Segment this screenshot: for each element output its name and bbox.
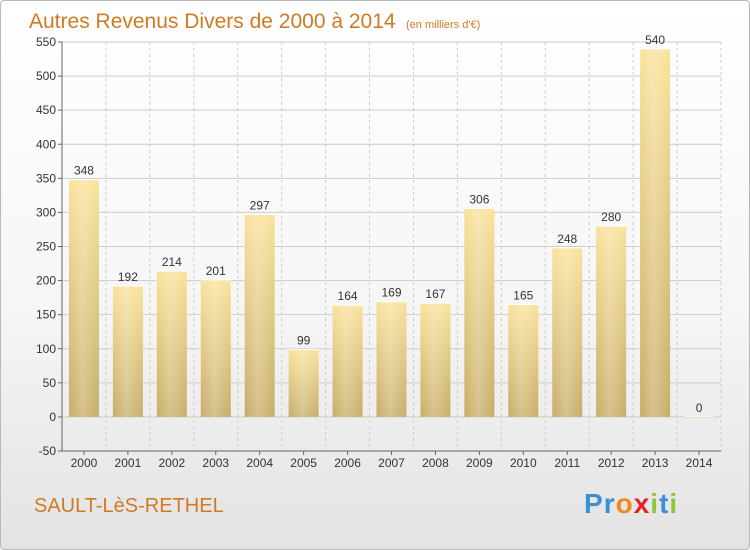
- x-tick-label: 2007: [378, 456, 405, 470]
- bar-value-label: 201: [206, 264, 226, 278]
- bar-shine: [464, 208, 495, 417]
- x-tick-label: 2002: [158, 456, 185, 470]
- bar-value-label: 540: [645, 33, 665, 47]
- bar-value-label: 169: [381, 286, 401, 300]
- bar-value-label: 248: [557, 232, 577, 246]
- brand-logo-letter: P: [584, 488, 604, 519]
- x-tick-label: 2006: [334, 456, 361, 470]
- x-tick-label: 2005: [290, 456, 317, 470]
- chart-title: Autres Revenus Divers de 2000 à 2014: [29, 10, 396, 33]
- y-tick-label: 350: [36, 171, 56, 185]
- bars: [68, 48, 715, 418]
- brand-logo-letter: i: [650, 488, 660, 519]
- y-tick-label: 450: [36, 103, 56, 117]
- x-tick-label: 2014: [686, 456, 713, 470]
- x-tick-label: 2001: [115, 456, 142, 470]
- brand-logo-letter: r: [603, 488, 616, 519]
- y-tick-label: 100: [36, 342, 56, 356]
- bar-value-label: 164: [338, 289, 358, 303]
- bar-value-label: 0: [696, 401, 703, 415]
- y-tick-label: 50: [43, 376, 57, 390]
- y-tick-label: 550: [36, 35, 56, 49]
- brand-logo-letter: x: [633, 488, 651, 519]
- bar-value-label: 167: [425, 287, 445, 301]
- y-tick-label: 500: [36, 69, 56, 83]
- title-row: Autres Revenus Divers de 2000 à 2014 (en…: [29, 10, 480, 34]
- x-tick-label: 2000: [71, 456, 98, 470]
- chart-subtitle: (en milliers d'€): [406, 19, 481, 31]
- bar-shine: [508, 304, 539, 417]
- labels: -50 0 50 100 150 200 250 300 350 400 450 500 550 348 2…: [36, 33, 713, 470]
- brand-logo-letter: t: [659, 488, 670, 519]
- bar-shine: [332, 305, 363, 417]
- y-tick-label: 250: [36, 240, 56, 254]
- bar-shine: [552, 247, 583, 417]
- x-tick-label: 2003: [202, 456, 229, 470]
- location-label: SAULT-LèS-RETHEL: [34, 495, 224, 517]
- bar-shine: [244, 214, 275, 417]
- bar-shine: [596, 226, 627, 417]
- y-tick-label: 300: [36, 205, 56, 219]
- y-tick-label: 400: [36, 137, 56, 151]
- bar-value-label: 348: [74, 164, 94, 178]
- x-tick-label: 2009: [466, 456, 493, 470]
- bar-shine: [156, 271, 187, 417]
- bar-shine: [68, 179, 99, 417]
- x-tick-label: 2010: [510, 456, 537, 470]
- bar-shine: [376, 301, 407, 417]
- x-tick-label: 2011: [554, 456, 580, 470]
- bar-shine: [288, 349, 319, 417]
- x-tick-label: 2012: [598, 456, 625, 470]
- bar-value-label: 192: [118, 270, 138, 284]
- bar-value-label: 280: [601, 210, 621, 224]
- brand-logo: Proxiti: [584, 488, 678, 520]
- bar-value-label: 99: [297, 333, 311, 347]
- bar-value-label: 306: [469, 192, 489, 206]
- bar-shine: [200, 279, 231, 417]
- x-tick-label: 2013: [642, 456, 669, 470]
- bar-shine: [640, 48, 671, 417]
- y-tick-label: -50: [39, 444, 57, 458]
- y-tick-label: 150: [36, 308, 56, 322]
- bar-shine: [112, 286, 143, 417]
- y-tick-label: 200: [36, 274, 56, 288]
- bar-value-label: 165: [513, 288, 533, 302]
- bar-value-label: 214: [162, 255, 182, 269]
- bar-shine: [420, 303, 451, 417]
- x-tick-label: 2008: [422, 456, 449, 470]
- brand-logo-letter: i: [669, 488, 679, 519]
- axes: [58, 41, 721, 455]
- y-tick-label: 0: [49, 410, 56, 424]
- brand-logo-letter: o: [615, 488, 634, 519]
- x-tick-label: 2004: [246, 456, 273, 470]
- bar-value-label: 297: [250, 198, 270, 212]
